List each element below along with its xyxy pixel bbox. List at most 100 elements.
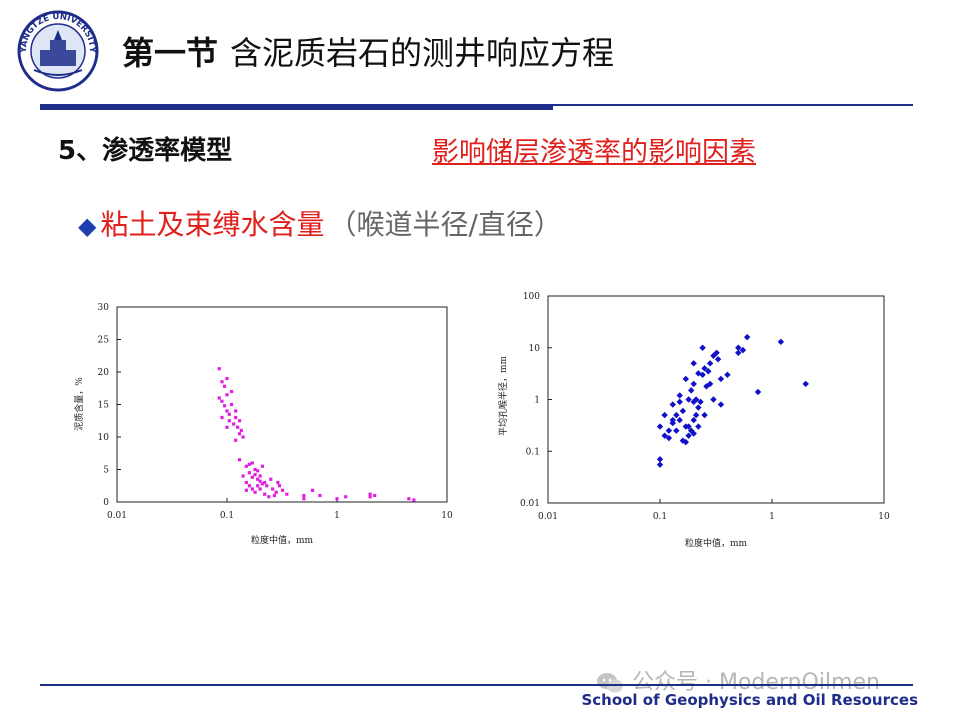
bullet-main-text: 粘土及束缚水含量 bbox=[100, 208, 325, 241]
data-point bbox=[656, 456, 664, 463]
data-point bbox=[665, 434, 673, 442]
data-point bbox=[250, 475, 254, 479]
y-tick-label: 0.01 bbox=[520, 499, 540, 509]
data-point bbox=[229, 402, 234, 407]
title-text: 含泥质岩石的测井响应方程 bbox=[230, 34, 615, 72]
clay-content-chart: 粒度中值，mm 泥质含量，% 0.01 0.1 1 10 0 5 10 15 20 25 30 bbox=[70, 290, 460, 550]
data-point bbox=[258, 479, 262, 483]
data-point bbox=[256, 477, 260, 481]
slide-title: 第一节 含泥质岩石的测井响应方程 bbox=[122, 28, 614, 74]
data-point bbox=[407, 497, 411, 501]
watermark-text: 公众号 · ModernOilmen bbox=[632, 670, 880, 695]
data-point bbox=[229, 389, 234, 394]
data-point bbox=[258, 487, 262, 491]
y-tick-label: 10 bbox=[98, 433, 110, 443]
title-section-number: 第一节 bbox=[122, 34, 219, 72]
data-point bbox=[285, 492, 289, 496]
data-point bbox=[222, 404, 227, 408]
data-point bbox=[685, 396, 692, 403]
data-point bbox=[260, 482, 265, 486]
data-point bbox=[236, 425, 240, 429]
data-point bbox=[250, 461, 254, 465]
data-point bbox=[344, 495, 348, 499]
data-point bbox=[368, 495, 372, 499]
data-point bbox=[777, 338, 785, 346]
data-point bbox=[263, 480, 267, 485]
data-point bbox=[302, 493, 306, 498]
data-point bbox=[692, 396, 700, 403]
data-point bbox=[335, 497, 339, 501]
data-point bbox=[271, 487, 275, 491]
data-point bbox=[754, 388, 762, 396]
data-point bbox=[260, 464, 265, 468]
title-divider-thin bbox=[553, 104, 913, 106]
x-tick-label: 1 bbox=[334, 511, 340, 521]
data-point bbox=[250, 487, 254, 491]
data-point bbox=[656, 423, 664, 430]
data-point bbox=[368, 492, 372, 496]
data-point bbox=[713, 349, 720, 356]
x-tick-label: 1 bbox=[769, 512, 775, 522]
data-point bbox=[253, 467, 257, 472]
clay-content-chart-svg: 粒度中值，mm 泥质含量，% 0.01 0.1 1 10 0 5 10 15 20 25 30 bbox=[73, 303, 453, 546]
data-point bbox=[682, 375, 690, 383]
bullet-item: ◆ 粘土及束缚水含量 （喉道半径/直径） bbox=[78, 203, 562, 243]
data-point bbox=[237, 432, 242, 436]
data-point bbox=[253, 490, 257, 494]
x-tick-label: 10 bbox=[878, 512, 890, 522]
data-point bbox=[656, 461, 664, 468]
throat-radius-chart-svg: 粒度中值，mm 平均孔喉半径，mm 0.01 0.1 1 10 0.01 0.1 1 10 10… bbox=[497, 292, 890, 549]
data-point bbox=[692, 411, 700, 419]
data-point bbox=[263, 492, 267, 496]
data-point bbox=[256, 469, 260, 473]
data-point bbox=[743, 333, 751, 341]
diamond-bullet-icon: ◆ bbox=[78, 212, 97, 240]
x-axis-label: 粒度中值，mm bbox=[685, 537, 748, 549]
data-point bbox=[239, 428, 243, 433]
data-point bbox=[217, 367, 221, 371]
data-point bbox=[234, 415, 238, 420]
data-point bbox=[661, 432, 668, 439]
y-axis-label: 泥质含量，% bbox=[73, 377, 85, 431]
data-point bbox=[690, 416, 697, 424]
data-point bbox=[220, 415, 224, 420]
y-axis-label: 平均孔喉半径，mm bbox=[497, 356, 509, 437]
data-point bbox=[802, 380, 809, 388]
y-tick-label: 10 bbox=[529, 344, 541, 354]
data-point bbox=[247, 462, 252, 466]
data-point bbox=[217, 396, 221, 400]
y-tick-label: 5 bbox=[103, 466, 109, 476]
section-heading: 5、渗透率模型 bbox=[58, 136, 233, 166]
data-point bbox=[220, 380, 224, 384]
x-axis-label: 粒度中值，mm bbox=[251, 534, 314, 546]
data-point bbox=[244, 488, 248, 492]
data-point bbox=[247, 484, 252, 488]
throat-radius-chart: 粒度中值，mm 平均孔喉半径，mm 0.01 0.1 1 10 0.01 0.1 1 10 10… bbox=[490, 284, 900, 554]
data-point bbox=[234, 438, 238, 442]
x-tick-label: 0.01 bbox=[538, 512, 558, 522]
y-tick-label: 25 bbox=[98, 336, 110, 346]
data-point bbox=[277, 484, 282, 488]
x-tick-label: 0.1 bbox=[220, 511, 234, 521]
data-point bbox=[234, 409, 238, 413]
data-point bbox=[272, 493, 277, 498]
data-point bbox=[244, 480, 248, 485]
data-point bbox=[661, 411, 668, 419]
data-point bbox=[247, 471, 252, 475]
data-point bbox=[673, 427, 680, 434]
data-point bbox=[241, 435, 245, 439]
x-tick-label: 10 bbox=[441, 511, 453, 521]
data-point bbox=[302, 497, 306, 501]
x-tick-label: 0.01 bbox=[107, 511, 127, 521]
x-tick-label: 0.1 bbox=[653, 512, 667, 522]
plot-area bbox=[116, 306, 448, 503]
data-point bbox=[705, 368, 712, 375]
watermark: 公众号 · ModernOilmen bbox=[596, 664, 880, 696]
data-point bbox=[227, 419, 231, 423]
bullet-note-text: （喉道半径/直径） bbox=[328, 208, 562, 241]
data-point bbox=[232, 422, 236, 426]
data-point bbox=[267, 495, 271, 499]
data-point bbox=[241, 474, 245, 478]
data-point bbox=[237, 458, 242, 462]
data-point bbox=[673, 411, 680, 419]
